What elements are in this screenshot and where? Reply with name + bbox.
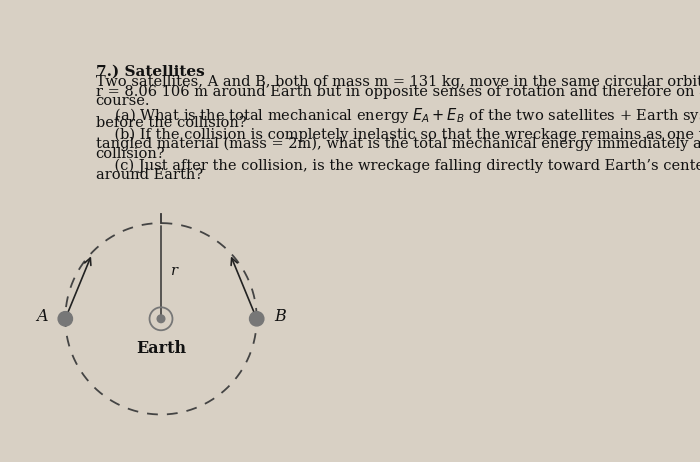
Text: r = 8.06 106 m around Earth but in opposite senses of rotation and therefore on : r = 8.06 106 m around Earth but in oppos… bbox=[96, 85, 700, 98]
Text: (c) Just after the collision, is the wreckage falling directly toward Earth’s ce: (c) Just after the collision, is the wre… bbox=[96, 158, 700, 173]
Text: B: B bbox=[274, 308, 286, 325]
Circle shape bbox=[58, 311, 73, 326]
Text: collision?: collision? bbox=[96, 146, 165, 160]
Text: A: A bbox=[36, 308, 48, 325]
Text: 7.) Satellites: 7.) Satellites bbox=[96, 64, 204, 79]
Text: (b) If the collision is completely inelastic so that the wreckage remains as one: (b) If the collision is completely inela… bbox=[96, 128, 700, 142]
Circle shape bbox=[249, 311, 264, 326]
Text: Two satellites, A and B, both of mass m = 131 kg, move in the same circular orbi: Two satellites, A and B, both of mass m … bbox=[96, 75, 700, 89]
Text: tangled material (mass = 2m), what is the total mechanical energy immediately af: tangled material (mass = 2m), what is th… bbox=[96, 137, 700, 151]
Text: Earth: Earth bbox=[136, 340, 186, 357]
Circle shape bbox=[158, 315, 164, 322]
Text: around Earth?: around Earth? bbox=[96, 168, 203, 182]
Text: (a) What is the total mechanical energy $E_A + E_B$ of the two satellites + Eart: (a) What is the total mechanical energy … bbox=[96, 106, 700, 125]
Text: course.: course. bbox=[96, 94, 150, 108]
Text: before the collision?: before the collision? bbox=[96, 116, 246, 129]
Text: r: r bbox=[171, 264, 178, 278]
